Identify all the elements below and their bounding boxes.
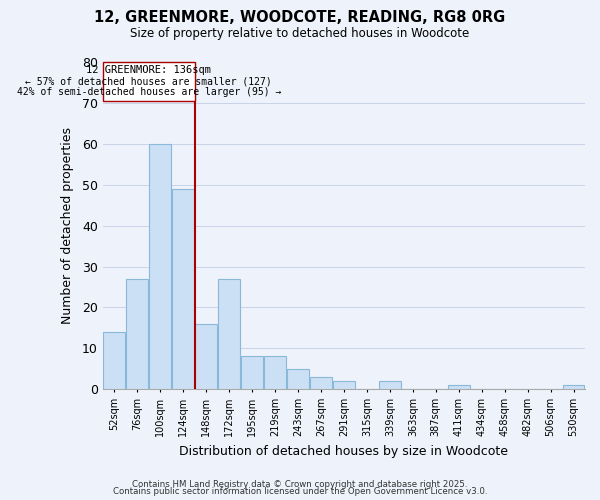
Bar (103, 332, 125, 389)
Bar (218, 279, 240, 389)
Bar (149, 144, 171, 389)
Bar (563, 385, 584, 389)
Text: 42% of semi-detached houses are larger (95) →: 42% of semi-detached houses are larger (… (17, 87, 281, 97)
Text: 12 GREENMORE: 136sqm: 12 GREENMORE: 136sqm (86, 64, 211, 74)
Bar (448, 385, 470, 389)
Bar (103, 62, 195, 102)
Bar (287, 368, 309, 389)
Text: Size of property relative to detached houses in Woodcote: Size of property relative to detached ho… (130, 28, 470, 40)
X-axis label: Distribution of detached houses by size in Woodcote: Distribution of detached houses by size … (179, 444, 508, 458)
Text: ← 57% of detached houses are smaller (127): ← 57% of detached houses are smaller (12… (25, 77, 272, 87)
Bar (310, 377, 332, 389)
Text: Contains HM Land Registry data © Crown copyright and database right 2025.: Contains HM Land Registry data © Crown c… (132, 480, 468, 489)
Bar (379, 381, 401, 389)
Bar (333, 381, 355, 389)
Y-axis label: Number of detached properties: Number of detached properties (61, 128, 74, 324)
Bar (172, 189, 194, 389)
Bar (241, 356, 263, 389)
Bar (196, 324, 217, 389)
Bar (127, 279, 148, 389)
Text: 12, GREENMORE, WOODCOTE, READING, RG8 0RG: 12, GREENMORE, WOODCOTE, READING, RG8 0R… (94, 10, 506, 25)
Text: Contains public sector information licensed under the Open Government Licence v3: Contains public sector information licen… (113, 488, 487, 496)
Bar (264, 356, 286, 389)
